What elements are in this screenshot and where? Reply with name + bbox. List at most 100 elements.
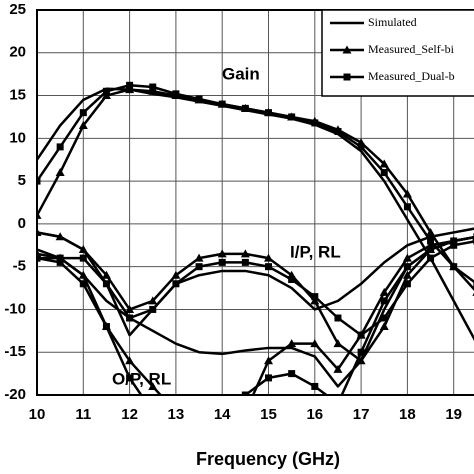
marker [427,254,435,262]
y-tick-label: -10 [4,300,26,317]
marker [427,246,435,254]
marker [56,143,64,151]
x-tick-label: 15 [260,406,277,423]
marker [78,270,88,279]
legend-label: Measured_Self-bi [368,42,455,56]
x-axis-label: Frequency (GHz) [196,449,340,469]
marker [343,73,351,81]
marker [102,280,110,288]
marker [79,254,87,262]
marker [149,305,157,313]
marker [241,391,249,395]
marker [195,263,203,271]
marker [334,314,342,322]
marker [125,304,135,313]
marker [102,323,110,331]
marker [126,314,134,322]
marker [288,370,296,378]
y-tick-label: -20 [4,386,26,403]
series-line [37,87,474,342]
legend-label: Measured_Dual-b [368,69,455,83]
marker [311,119,319,127]
marker [333,339,343,348]
y-tick-label: 25 [9,1,26,18]
marker [78,121,88,129]
marker [126,81,134,89]
marker [380,314,388,322]
marker [311,382,319,390]
marker [195,95,203,103]
legend-label: Simulated [368,15,417,29]
marker [450,263,458,271]
y-tick-label: 20 [9,44,26,61]
marker [264,356,273,365]
marker [126,374,134,382]
y-tick-label: -5 [13,258,26,275]
marker [356,356,366,365]
marker [241,408,250,416]
marker [55,232,65,241]
x-tick-label: 16 [306,406,323,423]
marker [403,203,411,211]
marker [101,91,111,100]
x-tick-label: 17 [353,406,370,423]
marker [171,270,181,279]
legend: Simulated Measured_Self-bi Measured_Dual-b [321,9,474,97]
marker [102,87,110,95]
marker [357,331,365,339]
marker [402,253,412,262]
marker [37,177,41,185]
x-tick-label: 11 [75,406,91,423]
annotation: Gain [222,64,260,83]
x-tick-label: 10 [29,406,46,423]
marker [172,90,180,98]
marker [37,210,42,219]
marker [288,276,296,283]
x-tick-label: 18 [399,406,416,423]
marker [79,280,87,288]
marker [287,339,297,348]
marker [56,254,64,262]
marker [333,364,343,373]
x-tick-label: 14 [214,406,231,423]
marker [240,249,250,258]
marker [310,296,320,305]
marker [265,374,272,382]
marker [218,100,226,108]
marker [79,109,87,117]
marker [149,83,157,91]
marker [380,169,388,177]
marker [402,270,412,279]
marker [194,253,204,262]
marker [37,227,42,236]
marker [172,434,179,441]
series-line [37,227,474,337]
marker [379,287,389,296]
marker [196,434,203,441]
marker [218,433,227,441]
marker [148,86,158,95]
marker [334,127,342,135]
marker [148,381,158,390]
y-tick-label: 0 [18,215,26,232]
plot-area [37,81,474,441]
marker [427,237,435,245]
marker [357,143,365,151]
marker [311,293,319,301]
marker [379,322,389,331]
marker [426,227,436,236]
marker [357,348,365,356]
marker [125,356,135,365]
y-tick-label: 5 [18,172,26,189]
annotation: I/P, RL [290,242,341,261]
marker [264,253,273,262]
marker [218,258,226,266]
marker [148,296,158,305]
marker [241,104,249,112]
marker [149,409,156,416]
plot-frame [36,9,474,396]
marker [450,237,458,245]
marker [450,241,458,249]
x-tick-label: 19 [445,406,462,423]
